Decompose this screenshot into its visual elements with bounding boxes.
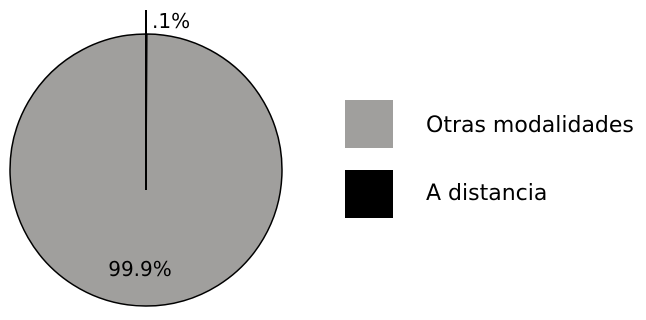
legend: Otras modalidades A distancia (345, 100, 634, 218)
slice-label-otras-modalidades: 99.9% (108, 257, 172, 281)
legend-swatch-a-distancia (345, 170, 393, 218)
legend-label-otras-modalidades: Otras modalidades (426, 113, 634, 138)
slice-label-a-distancia: .1% (152, 9, 190, 33)
legend-swatch-otras-modalidades (345, 100, 393, 148)
legend-label-a-distancia: A distancia (426, 181, 547, 206)
